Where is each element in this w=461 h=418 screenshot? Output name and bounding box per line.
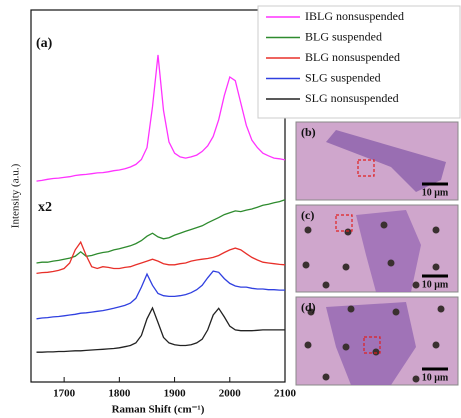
- hole: [372, 348, 380, 356]
- spectrum-line: [36, 306, 285, 353]
- hole: [342, 263, 350, 271]
- hole: [437, 305, 445, 313]
- legend-label: SLG suspended: [305, 70, 381, 84]
- flake: [326, 130, 446, 192]
- hole: [322, 281, 330, 289]
- legend-label: BLG suspended: [305, 29, 382, 43]
- panel-label: (c): [301, 208, 314, 222]
- legend-label: BLG nonsuspended: [305, 50, 400, 64]
- x-tick-label: 1900: [164, 388, 187, 400]
- spectrum-line: [36, 240, 286, 275]
- hole: [412, 281, 420, 289]
- highlight-box: [363, 336, 381, 354]
- spectrum-line: [36, 199, 286, 264]
- hole: [322, 373, 330, 381]
- x-tick-label: 2100: [274, 388, 297, 400]
- panel-label: (b): [301, 125, 316, 139]
- annotation: x2: [38, 200, 52, 215]
- hole: [412, 375, 420, 383]
- micrograph: (b) 10 μm: [295, 121, 459, 201]
- x-tick-label: 2000: [219, 388, 242, 400]
- highlight-box: [357, 159, 375, 177]
- flake: [326, 302, 416, 385]
- x-tick-label: 1800: [108, 388, 131, 400]
- x-tick-label: 1700: [53, 388, 76, 400]
- micrograph: (d) 10 μm: [295, 296, 459, 386]
- highlight-box: [335, 214, 353, 232]
- scale-bar-label: 10 μm: [422, 279, 449, 290]
- y-axis-label: Intensity (a.u.): [10, 163, 22, 228]
- spectrum-line: [36, 270, 285, 320]
- hole: [432, 263, 440, 271]
- spectrum-line: [36, 54, 286, 182]
- legend-label: IBLG nonsuspended: [305, 9, 404, 23]
- scale-bar-label: 10 μm: [422, 187, 449, 198]
- hole: [304, 341, 312, 349]
- hole: [392, 308, 400, 316]
- hole: [342, 343, 350, 351]
- panel-label: (d): [301, 300, 316, 314]
- hole: [432, 341, 440, 349]
- legend-label: SLG nonsuspended: [305, 91, 399, 105]
- panel-label: (a): [36, 36, 53, 51]
- hole: [347, 305, 355, 313]
- plot-frame: [30, 9, 286, 383]
- micrograph: (c) 10 μm: [295, 204, 459, 293]
- x-axis-label: Raman Shift (cm⁻¹): [112, 404, 205, 416]
- hole: [380, 221, 388, 229]
- hole: [344, 228, 352, 236]
- hole: [307, 308, 315, 316]
- scale-bar-label: 10 μm: [422, 372, 449, 383]
- hole: [302, 261, 310, 269]
- hole: [387, 259, 395, 267]
- flake: [356, 210, 421, 292]
- hole: [432, 226, 440, 234]
- hole: [304, 226, 312, 234]
